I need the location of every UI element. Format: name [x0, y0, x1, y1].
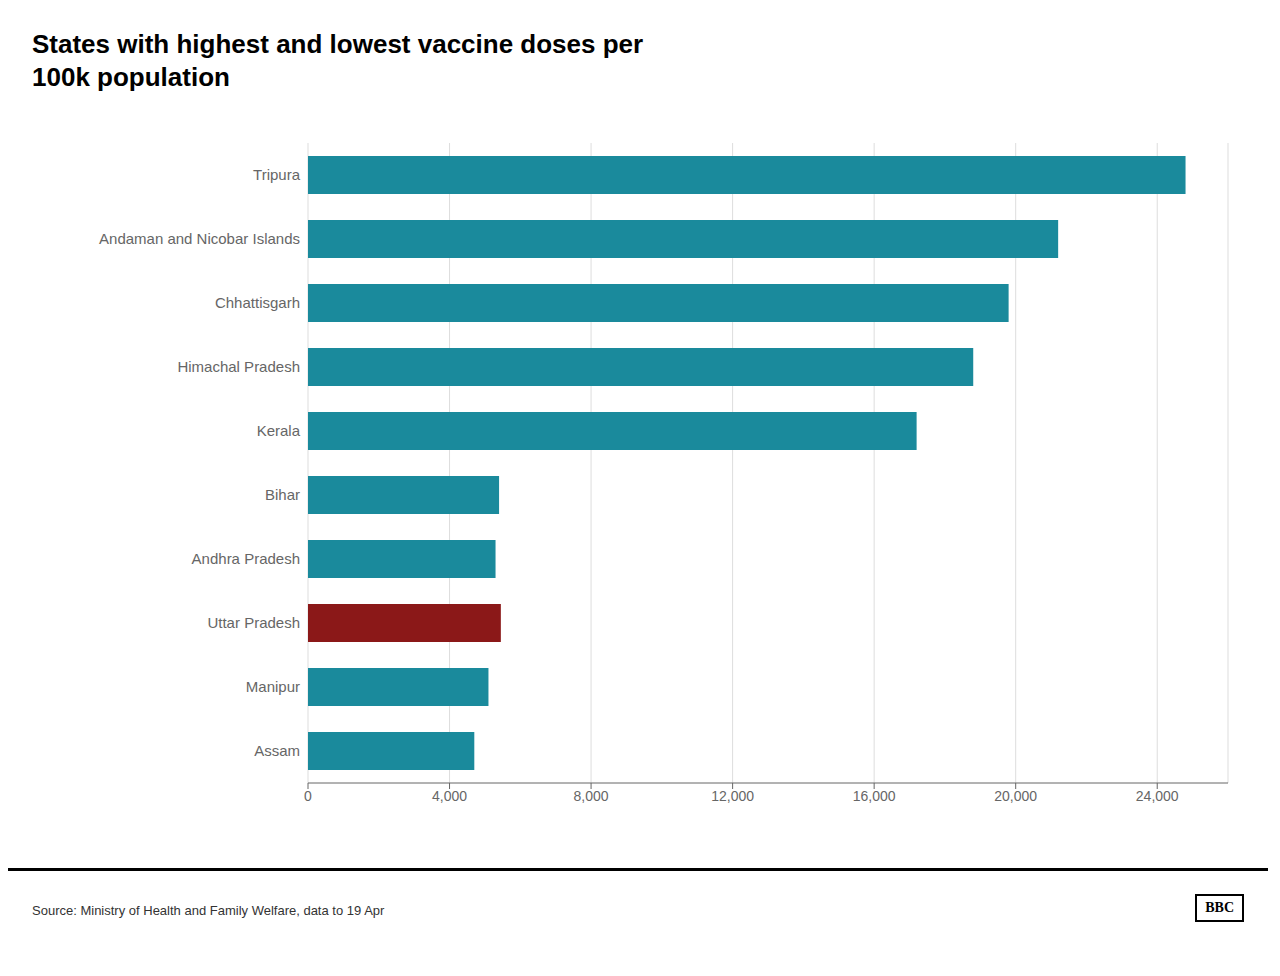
- html-text:States with highest and lowest: States with highest and lowest vaccine d…: [32, 29, 644, 59]
- svg-text:24,000: 24,000: [1136, 788, 1179, 804]
- svg-text:Bihar: Bihar: [265, 486, 300, 503]
- svg-text:20,000: 20,000: [994, 788, 1037, 804]
- html-text:Source: Ministry of Health and: Source: Ministry of Health and Family We…: [32, 903, 385, 918]
- svg-text:Andhra Pradesh: Andhra Pradesh: [192, 550, 300, 567]
- svg-text:4,000: 4,000: [432, 788, 467, 804]
- svg-text:Chhattisgarh: Chhattisgarh: [215, 294, 300, 311]
- svg-text:Manipur: Manipur: [246, 678, 300, 695]
- svg-text:16,000: 16,000: [853, 788, 896, 804]
- svg-text:0: 0: [304, 788, 312, 804]
- html-text:BBC: BBC: [1205, 900, 1234, 915]
- svg-text:Tripura: Tripura: [253, 166, 301, 183]
- svg-text:Andaman and Nicobar Islands: Andaman and Nicobar Islands: [99, 230, 300, 247]
- html-text:100k population: 100k population: [32, 61, 230, 92]
- svg-text:Uttar Pradesh: Uttar Pradesh: [207, 614, 300, 631]
- svg-text:8,000: 8,000: [574, 788, 609, 804]
- svg-text:Himachal Pradesh: Himachal Pradesh: [177, 358, 300, 375]
- svg-text:Assam: Assam: [254, 742, 300, 759]
- svg-text:Kerala: Kerala: [257, 422, 301, 439]
- svg-text:12,000: 12,000: [711, 788, 754, 804]
